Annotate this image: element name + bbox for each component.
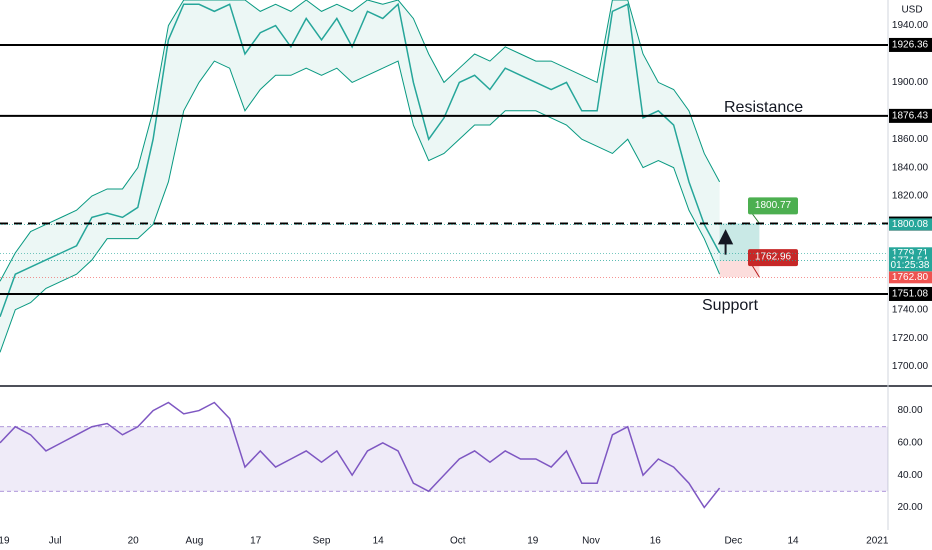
rsi-band xyxy=(0,426,888,492)
level-label: 1751.08 xyxy=(892,289,929,300)
x-tick-label: Aug xyxy=(186,536,204,547)
timer: 01:25:38 xyxy=(891,260,930,271)
y-tick-label: 1740.00 xyxy=(892,304,929,315)
x-tick-label: Jul xyxy=(49,536,62,547)
x-tick-label: Nov xyxy=(582,536,600,547)
series-line xyxy=(0,2,721,318)
series-line xyxy=(0,60,721,353)
x-tick-label: Dec xyxy=(724,536,742,547)
target-box xyxy=(748,197,798,215)
level-label: 1926.36 xyxy=(892,40,929,51)
x-tick-label: 19 xyxy=(0,536,10,547)
x-tick-label: Oct xyxy=(450,536,466,547)
y-tick-label: 1700.00 xyxy=(892,361,929,372)
y-tick-label: 1720.00 xyxy=(892,333,929,344)
x-tick-label: 19 xyxy=(527,536,539,547)
x-tick-label: 14 xyxy=(373,536,385,547)
price-label: 1762.80 xyxy=(892,272,929,283)
price-label: 1779.71 xyxy=(892,248,929,259)
x-tick-label: 16 xyxy=(650,536,662,547)
x-tick-label: Sep xyxy=(313,536,331,547)
band-fill xyxy=(0,0,720,353)
stop-box xyxy=(748,249,798,267)
series-line xyxy=(0,0,721,282)
x-tick-label: 17 xyxy=(250,536,262,547)
y-tick-label: 40.00 xyxy=(897,470,922,481)
price-box xyxy=(889,271,932,284)
callout xyxy=(751,213,760,224)
level-box xyxy=(889,286,932,301)
arrow xyxy=(717,229,734,255)
y-tick-label: 60.00 xyxy=(897,438,922,449)
price-label: 1800.08 xyxy=(892,219,929,230)
level-box xyxy=(889,37,932,52)
y-tick-label: 1940.00 xyxy=(892,20,929,31)
callout xyxy=(751,264,760,278)
y-tick-label: 80.00 xyxy=(897,405,922,416)
stop-label: 1762.96 xyxy=(755,252,792,263)
x-tick-label: 2021 xyxy=(866,536,889,547)
level-box xyxy=(889,108,932,123)
timer-box xyxy=(889,259,932,272)
y-tick-label: 1840.00 xyxy=(892,162,929,173)
y-tick-label: 1820.00 xyxy=(892,191,929,202)
y-tick-label: 1900.00 xyxy=(892,77,929,88)
annotation: Support xyxy=(702,297,759,314)
x-tick-label: 14 xyxy=(788,536,800,547)
x-tick-label: 20 xyxy=(128,536,140,547)
annotation: Resistance xyxy=(724,99,803,116)
series-line xyxy=(0,401,721,509)
y-tick-label: 20.00 xyxy=(897,502,922,513)
currency: USD xyxy=(901,5,922,16)
price-box xyxy=(889,218,932,231)
level-label: 1876.43 xyxy=(892,111,929,122)
y-tick-label: 1860.00 xyxy=(892,134,929,145)
target-label: 1800.77 xyxy=(755,200,792,211)
